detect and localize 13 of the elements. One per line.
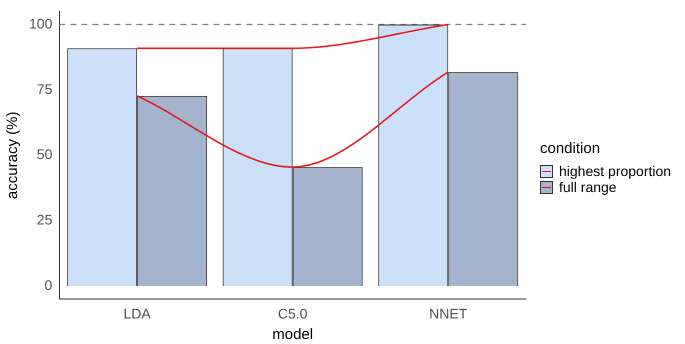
x-axis-title: model — [272, 326, 314, 344]
y-tick-label: 50 — [36, 146, 53, 162]
text: highest proportion — [559, 163, 672, 179]
x-tick-label: C5.0 — [278, 305, 308, 322]
legend-title: condition — [540, 140, 602, 157]
y-tick-label: 25 — [36, 212, 53, 228]
legend-label: full range — [559, 179, 617, 195]
x-tick-label: NNET — [429, 305, 468, 322]
y-axis-title: accuracy (%) — [4, 112, 22, 200]
y-tick-label: 100 — [29, 15, 53, 32]
y-tick-label: 75 — [36, 80, 53, 97]
y-tick-label: 0 — [44, 276, 53, 293]
x-tick-label: LDA — [124, 305, 152, 322]
